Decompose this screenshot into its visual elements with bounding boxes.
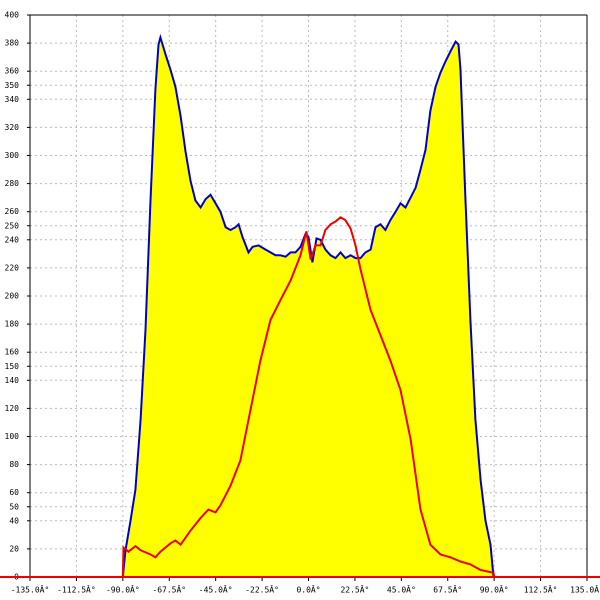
y-tick-label: 20: [9, 544, 19, 553]
x-tick-label: 112.5Â°: [524, 584, 558, 595]
y-tick-label: 180: [5, 320, 20, 329]
y-tick-label: 200: [5, 292, 20, 301]
x-tick-label: 45.0Â°: [387, 584, 416, 595]
series-line: [121, 33, 495, 578]
x-tick-label: -112.5Â°: [57, 584, 96, 595]
x-tick-label: -45.0Â°: [199, 584, 233, 595]
y-tick-label: 100: [5, 432, 20, 441]
y-tick-label: 250: [5, 221, 20, 230]
y-tick-label: 340: [5, 95, 20, 104]
y-tick-label: 320: [5, 123, 20, 132]
y-tick-label: 140: [5, 376, 20, 385]
y-tick-label: 400: [5, 11, 20, 20]
y-tick-label: 160: [5, 348, 20, 357]
y-tick-label: 220: [5, 263, 20, 272]
series-line: [121, 216, 496, 578]
area-fill: [122, 37, 494, 577]
y-tick-label: 60: [9, 488, 19, 497]
y-tick-label: 300: [5, 151, 20, 160]
x-tick-label: 22.5Â°: [340, 584, 369, 595]
y-tick-label: 240: [5, 235, 20, 244]
x-tick-label: 135.0Â°: [570, 584, 600, 595]
y-tick-label: 120: [5, 404, 20, 413]
y-tick-label: 40: [9, 516, 19, 525]
y-tick-label: 280: [5, 179, 20, 188]
x-tick-label: 90.0Â°: [480, 584, 509, 595]
y-tick-label: 80: [9, 460, 19, 469]
y-tick-label: 360: [5, 67, 20, 76]
y-tick-label: 380: [5, 39, 20, 48]
x-tick-label: 0.0Â°: [296, 584, 320, 595]
y-tick-label: 260: [5, 207, 20, 216]
x-tick-label: -135.0Â°: [11, 584, 50, 595]
x-tick-label: -67.5Â°: [152, 584, 186, 595]
x-tick-label: -90.0Â°: [106, 584, 140, 595]
x-tick-label: -22.5Â°: [245, 584, 279, 595]
y-tick-label: 150: [5, 362, 20, 371]
y-tick-label: 350: [5, 81, 20, 90]
x-tick-label: 67.5Â°: [433, 584, 462, 595]
y-tick-label: 50: [9, 502, 19, 511]
